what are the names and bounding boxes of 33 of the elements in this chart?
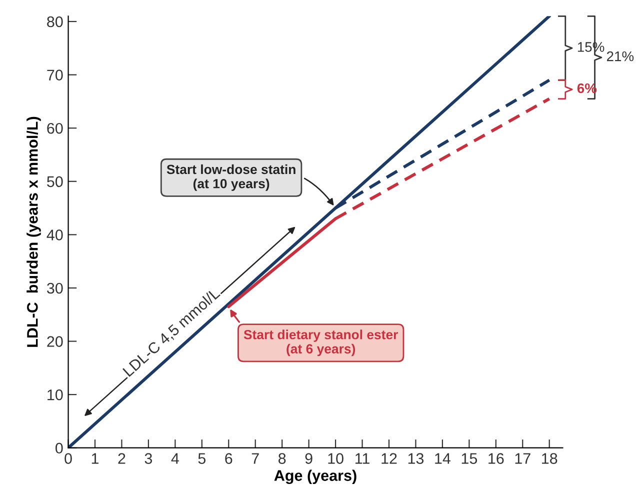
x-tick-label: 11	[355, 453, 370, 464]
x-tick-label: 10	[328, 453, 344, 464]
y-tick-label: 40	[46, 230, 63, 240]
x-tick-label: 13	[408, 453, 424, 464]
y-axis-title: LDL-C burden (years x mmol/L)	[26, 116, 41, 347]
x-tick-label: 6	[225, 453, 232, 464]
y-tick-label: 10	[48, 389, 63, 400]
x-tick-label: 7	[252, 453, 259, 464]
x-tick-label: 3	[144, 453, 152, 464]
y-tick-label: 20	[47, 336, 63, 347]
x-tick-label: 14	[435, 453, 450, 464]
x-tick-label: 9	[305, 453, 312, 464]
x-tick-label: 4	[171, 453, 179, 464]
x-tick-label: 2	[118, 453, 126, 464]
x-tick-label: 16	[488, 453, 504, 464]
y-tick-label: 60	[47, 122, 63, 134]
x-tick-label: 5	[198, 453, 206, 464]
x-tick-label: 8	[278, 453, 286, 464]
x-tick-label: 0	[64, 453, 72, 464]
y-tick-label: 0	[56, 442, 63, 454]
annotation: Start dietary stanol ester (at 6 years)	[244, 330, 398, 356]
annotation: Start low-dose statin (at 10 years)	[166, 164, 296, 191]
x-axis-title: Age (years)	[274, 470, 356, 484]
x-tick-label: 1	[92, 453, 98, 464]
y-tick-label: 70	[47, 70, 63, 80]
text: 21%	[606, 51, 634, 62]
x-tick-label: 18	[542, 453, 558, 464]
x-tick-label: 12	[382, 453, 397, 464]
y-tick-label: 80	[47, 16, 63, 28]
y-tick-label: 30	[46, 282, 63, 294]
y-tick-label: 50	[47, 176, 63, 188]
x-tick-label: 15	[462, 453, 478, 464]
x-tick-label: 17	[515, 453, 530, 464]
